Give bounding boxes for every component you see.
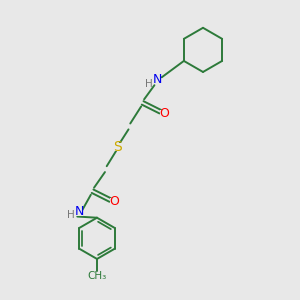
Bar (112, 142, 123, 152)
Bar (110, 198, 118, 206)
Text: N: N (153, 73, 162, 86)
Text: N: N (75, 205, 84, 218)
Text: S: S (113, 140, 122, 154)
Text: H: H (145, 79, 153, 89)
Bar (71, 208, 83, 216)
Bar (90, 272, 104, 280)
Text: O: O (109, 195, 119, 208)
Text: H: H (67, 210, 74, 220)
Bar (149, 76, 161, 84)
Bar (160, 110, 168, 117)
Text: CH₃: CH₃ (87, 271, 106, 281)
Text: O: O (159, 107, 169, 120)
